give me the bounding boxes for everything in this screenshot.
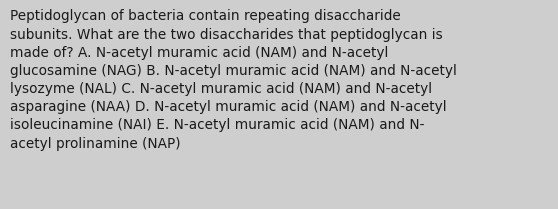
Text: Peptidoglycan of bacteria contain repeating disaccharide
subunits. What are the : Peptidoglycan of bacteria contain repeat… (10, 9, 457, 151)
